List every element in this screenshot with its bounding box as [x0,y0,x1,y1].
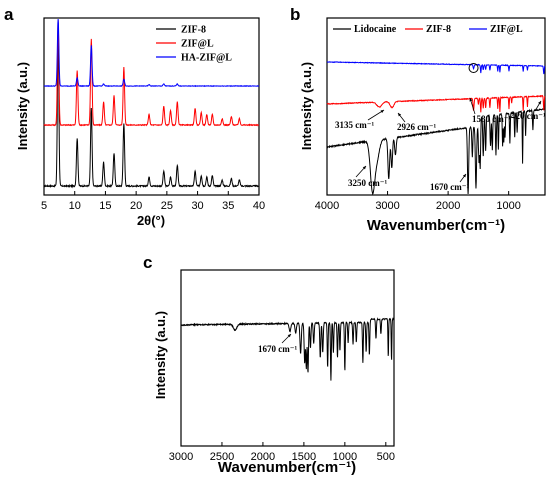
x-tick-label-c: 2000 [251,451,275,463]
x-tick-label-b: 4000 [315,200,339,212]
x-tick-label-c: 1500 [292,451,316,463]
annotation-arrowhead [287,334,291,338]
annotation-arrowhead [462,174,466,178]
legend-label-b: Lidocaine [354,24,397,35]
x-axis-title-c: Wavenumber(cm⁻¹) [218,459,356,476]
legend-label-a: ZIF-8 [181,25,206,36]
annotation-label: 2926 cm⁻¹ [397,122,436,132]
x-tick-label-b: 3000 [375,200,399,212]
x-tick-label-a: 30 [191,200,203,212]
x-tick-label-b: 2000 [436,200,460,212]
x-tick-label-a: 15 [99,200,111,212]
annotation-arrowhead [362,166,366,170]
legend-label-a: HA-ZIF@L [181,53,232,64]
series-line-zif-at-l [326,61,546,75]
annotation-label: 1580 cm⁻¹ [472,114,511,124]
series-line-zif-8 [43,36,260,189]
legend-label-b: ZIF-8 [426,24,451,35]
x-tick-label-a: 35 [222,200,234,212]
series-line-zif-8 [326,94,546,113]
chart-b: 4000 3000 2000 1000 Lidocaine ZIF-8 ZIF@L 313… [299,17,546,234]
x-tick-label-a: 40 [253,200,265,212]
series-line-c [180,317,395,381]
annotation-label: 3135 cm⁻¹ [335,120,374,130]
x-tick-label-c: 1000 [333,451,357,463]
panel-letter-a: a [4,5,14,24]
highlight-circle [468,63,479,73]
series-line-ha-zif-l [43,18,260,88]
legend-label-b: ZIF@L [490,24,523,35]
annotation-arrowhead [469,98,473,102]
y-axis-title-c: Intensity (a.u.) [153,311,168,399]
panel-letter-b: b [290,5,300,24]
plot-frame-b [326,17,546,196]
x-axis-title-a: 2θ(°) [137,213,165,228]
annotation-arrowhead [380,110,384,113]
plot-frame-c [180,269,395,447]
x-tick-label-c: 3000 [169,451,193,463]
annotation-label: 1670 cm⁻¹ [258,344,297,354]
chart-c: 3000 2500 2000 1500 1000 500 1670 cm⁻¹ Wavenu… [153,269,395,476]
y-axis-title-b: Intensity (a.u.) [299,62,314,150]
series-line-lidocaine [326,107,546,196]
annotation-label: 420 cm⁻¹ [511,111,546,121]
x-tick-label-a: 25 [161,200,173,212]
legend-label-a: ZIF@L [181,39,214,50]
annotation-label: 3250 cm⁻¹ [348,178,387,188]
series-line-zif-l [43,19,260,127]
plot-frame-a [43,17,260,196]
x-tick-label-c: 2500 [210,451,234,463]
annotation-arrowhead [538,101,541,105]
panel-letter-c: c [143,253,152,272]
x-tick-label-a: 5 [41,200,47,212]
x-axis-title-b: Wavenumber(cm⁻¹) [367,217,505,234]
x-tick-label-b: 1000 [496,200,520,212]
annotation-arrowhead [398,113,402,117]
y-axis-title-a: Intensity (a.u.) [15,62,30,150]
chart-a: 5 10 15 20 25 30 35 40 ZIF-8 ZIF@L HA-ZIF@L 2θ(°)… [15,17,265,228]
x-tick-label-a: 10 [69,200,81,212]
x-tick-label-c: 500 [377,451,395,463]
annotation-label: 1670 cm⁻¹ [430,182,469,192]
x-tick-label-a: 20 [130,200,142,212]
